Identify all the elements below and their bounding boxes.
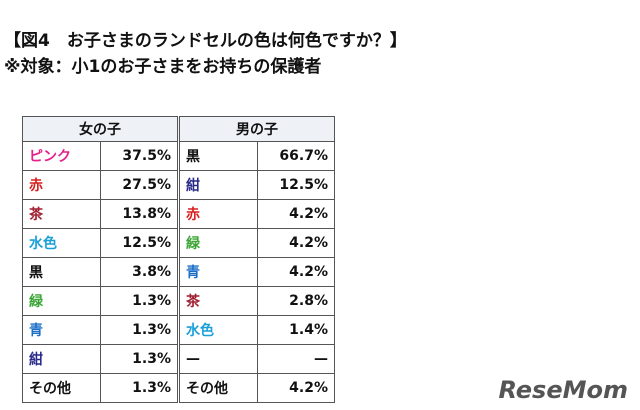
color-label: 緑 xyxy=(22,286,101,316)
color-label: 赤 xyxy=(22,170,101,200)
color-label: その他 xyxy=(178,373,258,403)
percentage: 2.8% xyxy=(257,286,335,316)
subtitle: ※対象：小1のお子さまをお持ちの保護者 xyxy=(4,57,322,77)
column-header: 男の子 xyxy=(178,116,335,142)
color-label: 赤 xyxy=(178,199,258,229)
table-row: 青 1.3% 水色 1.4% xyxy=(22,315,335,345)
percentage: 12.5% xyxy=(257,170,335,200)
percentage: 4.2% xyxy=(257,373,335,403)
color-label: 黒 xyxy=(178,141,258,171)
color-label: 青 xyxy=(178,257,258,287)
column-header: 女の子 xyxy=(22,116,180,142)
percentage: 1.3% xyxy=(100,315,180,345)
table-row: 黒 3.8% 青 4.2% xyxy=(22,257,335,287)
color-label: 茶 xyxy=(178,286,258,316)
percentage: 1.3% xyxy=(100,286,180,316)
color-label: 黒 xyxy=(22,257,101,287)
color-label: 緑 xyxy=(178,228,258,258)
table-body: ピンク 37.5% 黒 66.7% 赤 27.5% 紺 12.5% 茶 13.8% 赤 4.2% 水色 1… xyxy=(22,141,335,403)
color-label: — xyxy=(178,344,258,374)
percentage: 4.2% xyxy=(257,199,335,229)
percentage: 37.5% xyxy=(100,141,180,171)
color-label: その他 xyxy=(22,373,101,403)
percentage: 12.5% xyxy=(100,228,180,258)
logo: ReseMom xyxy=(498,376,628,404)
table-row: 紺 1.3% — — xyxy=(22,344,335,374)
table-head: 女の子 男の子 xyxy=(22,116,335,142)
percentage: 4.2% xyxy=(257,228,335,258)
percentage: 4.2% xyxy=(257,257,335,287)
color-label: 水色 xyxy=(22,228,101,258)
percentage: 27.5% xyxy=(100,170,180,200)
percentage: 1.3% xyxy=(100,373,180,403)
table-row: その他 1.3% その他 4.2% xyxy=(22,373,335,403)
percentage: 1.4% xyxy=(257,315,335,345)
table-row: 水色 12.5% 緑 4.2% xyxy=(22,228,335,258)
table-row: 茶 13.8% 赤 4.2% xyxy=(22,199,335,229)
color-label: 茶 xyxy=(22,199,101,229)
table-row: 赤 27.5% 紺 12.5% xyxy=(22,170,335,200)
color-table: 女の子 男の子 ピンク 37.5% 黒 66.7% 赤 27.5% 紺 12.5% 茶 13.8%… xyxy=(22,116,335,403)
title: 【図4 お子さまのランドセルの色は何色ですか？】 xyxy=(4,31,407,51)
percentage: 3.8% xyxy=(100,257,180,287)
table-row: ピンク 37.5% 黒 66.7% xyxy=(22,141,335,171)
percentage: 66.7% xyxy=(257,141,335,171)
color-label: ピンク xyxy=(22,141,101,171)
color-label: 水色 xyxy=(178,315,258,345)
percentage: 13.8% xyxy=(100,199,180,229)
color-label: 紺 xyxy=(22,344,101,374)
header-row: 女の子 男の子 xyxy=(22,116,335,142)
table-row: 緑 1.3% 茶 2.8% xyxy=(22,286,335,316)
color-label: 青 xyxy=(22,315,101,345)
percentage: — xyxy=(257,344,335,374)
percentage: 1.3% xyxy=(100,344,180,374)
color-label: 紺 xyxy=(178,170,258,200)
